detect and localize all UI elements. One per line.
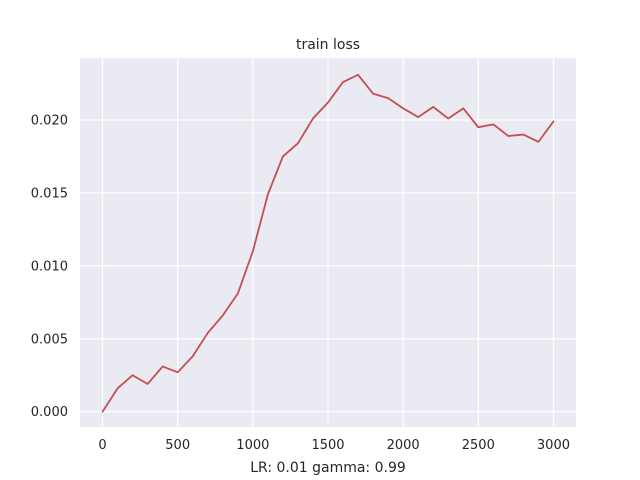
x-tick-label: 3000	[537, 438, 570, 453]
series-group	[101, 73, 555, 413]
y-tick-label: 0.005	[31, 332, 68, 347]
x-axis-ticks: 0 500 1000 1500 2000 2500 3000	[98, 438, 570, 453]
y-tick-label: 0.020	[31, 113, 68, 128]
x-tick-label: 1000	[236, 438, 269, 453]
y-tick-label: 0.000	[31, 405, 68, 420]
x-tick-label: 2000	[387, 438, 420, 453]
series-line	[101, 73, 555, 413]
x-tick-label: 0	[98, 438, 106, 453]
grid	[80, 58, 576, 427]
x-axis-label: LR: 0.01 gamma: 0.99	[250, 460, 406, 476]
x-tick-label: 2500	[462, 438, 495, 453]
y-tick-label: 0.010	[31, 259, 68, 274]
y-tick-label: 0.015	[31, 186, 68, 201]
x-tick-label: 500	[165, 438, 190, 453]
y-axis-ticks: 0.000 0.005 0.010 0.015 0.020	[31, 113, 68, 420]
x-tick-label: 1500	[311, 438, 344, 453]
chart-title: train loss	[296, 37, 360, 53]
